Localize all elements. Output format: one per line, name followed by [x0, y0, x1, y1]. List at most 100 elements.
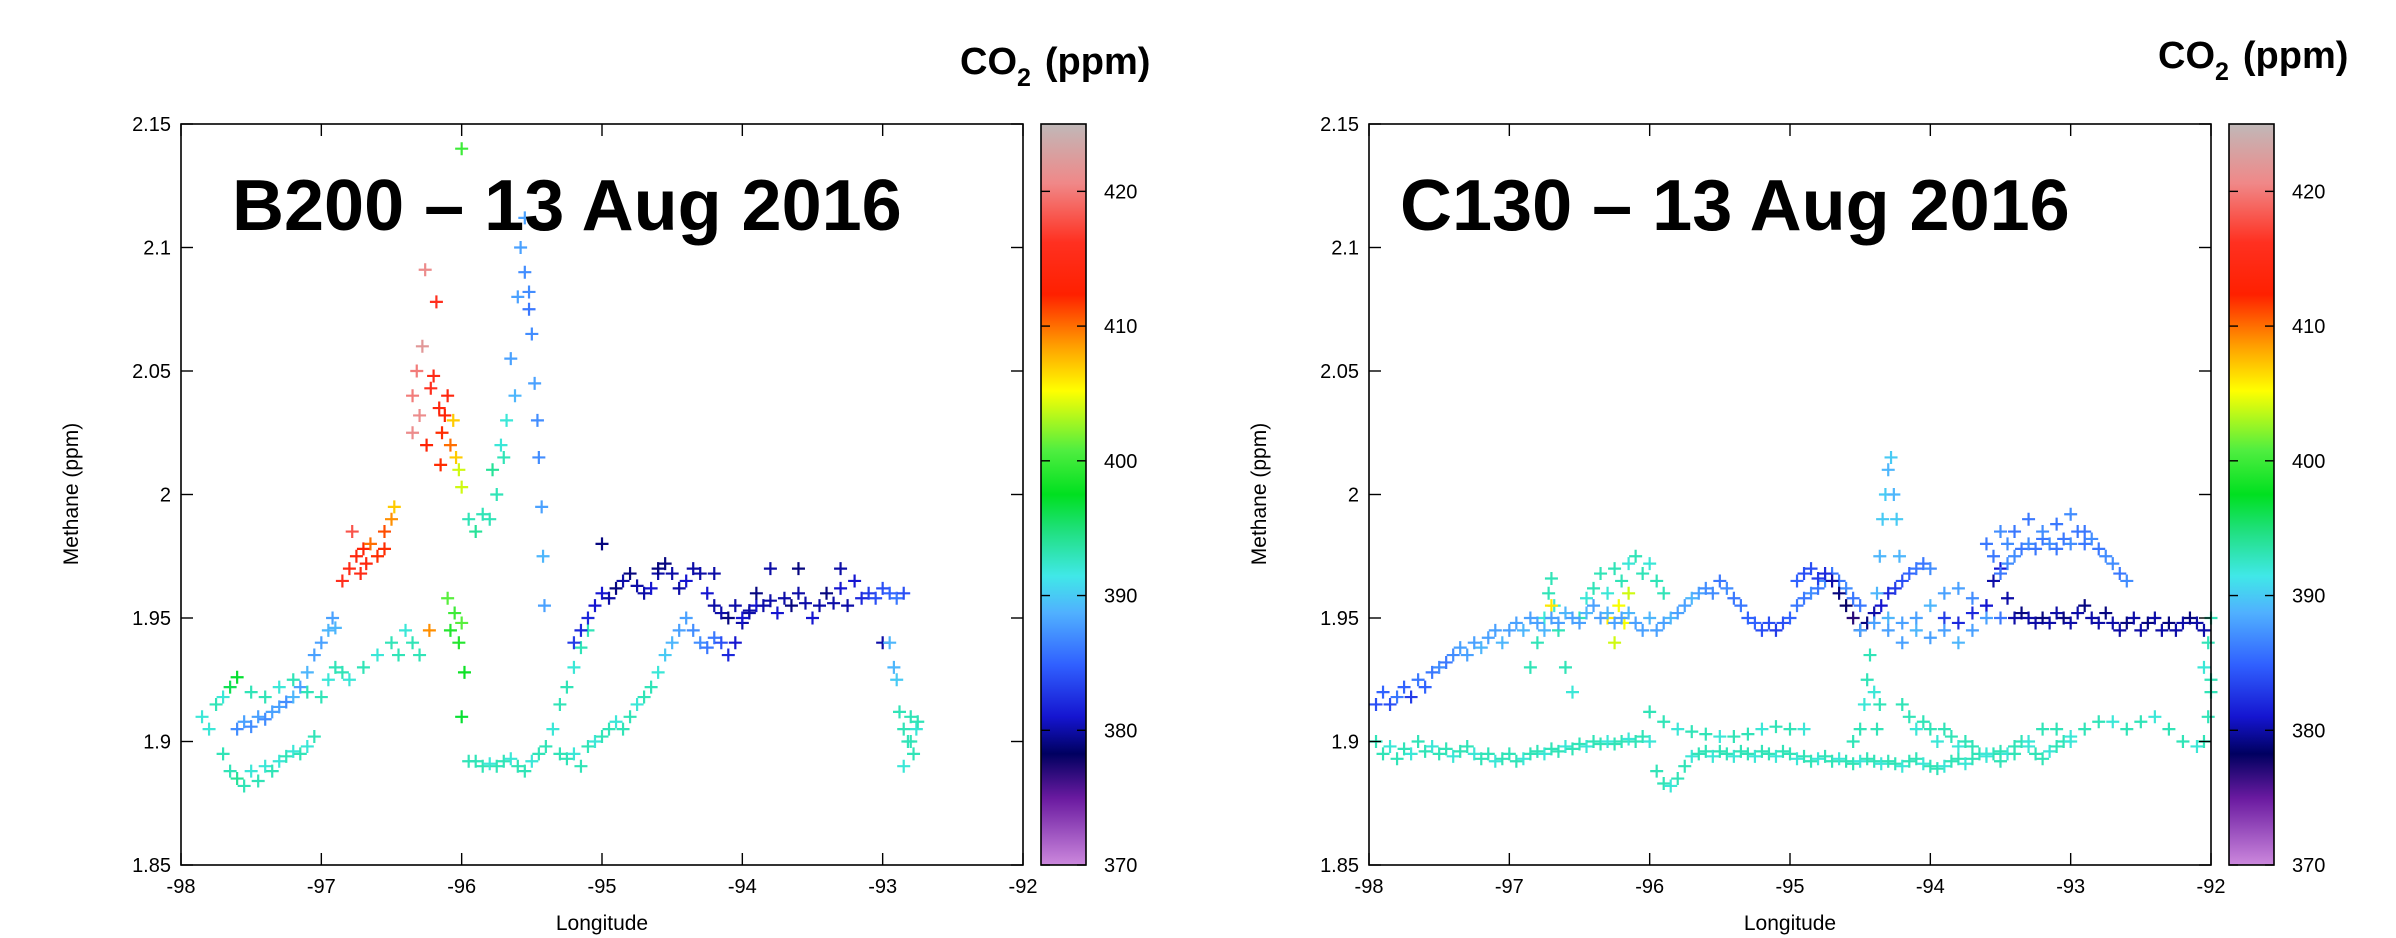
data-point	[1965, 606, 1979, 620]
data-point	[1930, 762, 1944, 776]
data-point	[911, 715, 925, 729]
data-point	[377, 525, 391, 539]
data-point	[1453, 641, 1467, 655]
data-point	[897, 759, 911, 773]
data-point	[1608, 616, 1622, 630]
data-point	[528, 376, 542, 390]
data-point	[1741, 727, 1755, 741]
data-point	[2120, 574, 2134, 588]
data-point	[1601, 606, 1615, 620]
data-point	[581, 739, 595, 753]
data-point	[658, 557, 672, 571]
data-point	[1839, 581, 1853, 595]
data-point	[1558, 739, 1572, 753]
data-point	[244, 764, 258, 778]
data-point	[693, 636, 707, 650]
y-tick-label: 1.9	[1331, 732, 1359, 754]
data-point	[567, 747, 581, 761]
data-point	[1615, 611, 1629, 625]
data-point	[813, 599, 827, 613]
data-point	[1994, 754, 2007, 768]
data-point	[504, 352, 518, 366]
data-point	[658, 648, 672, 662]
data-point	[1622, 586, 1636, 600]
data-point	[2127, 611, 2141, 625]
data-point	[1881, 463, 1895, 477]
data-point	[1727, 730, 1741, 744]
data-point	[1951, 616, 1965, 630]
data-point	[714, 606, 728, 620]
data-point	[300, 685, 314, 699]
y-tick-label: 2	[1348, 485, 1359, 507]
data-point	[707, 599, 721, 613]
data-point	[1783, 722, 1797, 736]
data-point	[1601, 586, 1615, 600]
data-point	[1890, 512, 1904, 526]
data-point	[1846, 611, 1860, 625]
data-point	[721, 648, 735, 662]
data-point	[1509, 754, 1523, 768]
data-point	[342, 673, 356, 687]
data-point	[1495, 636, 1509, 650]
data-point	[1629, 549, 1643, 563]
data-point	[1671, 606, 1685, 620]
data-point	[370, 648, 384, 662]
data-point	[883, 636, 897, 650]
data-point	[328, 660, 342, 674]
data-point	[1699, 727, 1713, 741]
data-point	[679, 574, 693, 588]
data-point	[457, 665, 471, 679]
data-point	[1587, 599, 1601, 613]
data-point	[494, 438, 508, 452]
data-point	[770, 606, 784, 620]
data-point	[1873, 549, 1887, 563]
data-point	[2043, 616, 2057, 630]
colorbar-tick-label: 390	[2292, 586, 2325, 608]
data-point	[2029, 616, 2043, 630]
scatter-points	[1369, 450, 2218, 793]
data-point	[1446, 749, 1460, 763]
data-point	[1622, 557, 1636, 571]
data-point	[907, 747, 921, 761]
data-point	[1488, 623, 1502, 637]
data-point	[1671, 772, 1685, 786]
data-point	[237, 779, 251, 793]
data-point	[518, 265, 532, 279]
data-point	[385, 512, 398, 526]
data-point	[1530, 744, 1544, 758]
data-point	[1873, 697, 1887, 711]
data-point	[721, 611, 735, 625]
data-point	[1846, 591, 1860, 605]
data-point	[1495, 752, 1509, 766]
data-point	[286, 673, 300, 687]
colorbar-tick-label: 410	[2292, 316, 2325, 338]
data-point	[1804, 754, 1818, 768]
data-point	[354, 567, 368, 581]
data-point	[904, 735, 918, 748]
data-point	[1994, 611, 2007, 625]
colorbar-title: CO2 (ppm)	[2158, 35, 2348, 86]
x-axis-label: Longitude	[556, 912, 648, 935]
data-point	[679, 611, 693, 625]
data-point	[2092, 542, 2106, 556]
data-point	[897, 586, 911, 600]
data-point	[1839, 754, 1853, 768]
data-point	[2036, 525, 2050, 539]
data-point	[1902, 710, 1916, 724]
data-point	[848, 574, 862, 588]
data-point	[455, 142, 469, 156]
data-point	[1650, 764, 1664, 778]
data-point	[651, 665, 665, 679]
data-point	[2155, 623, 2169, 637]
data-point	[490, 759, 504, 773]
y-tick-label: 2.05	[1320, 361, 1359, 383]
data-point	[418, 263, 432, 277]
data-point	[258, 759, 272, 773]
data-point	[2099, 549, 2113, 563]
data-point	[1797, 591, 1811, 605]
data-point	[735, 611, 749, 625]
data-point	[2022, 512, 2036, 526]
data-point	[406, 636, 420, 650]
data-point	[749, 586, 763, 600]
